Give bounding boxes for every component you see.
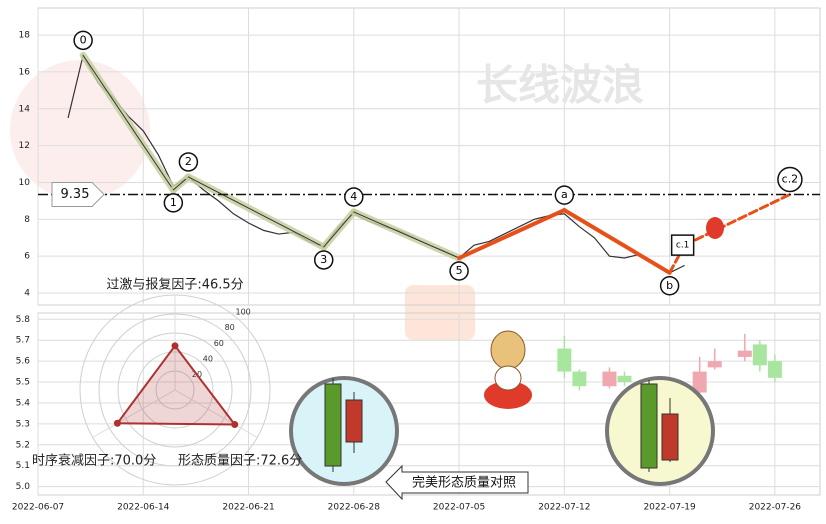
y-tick-label: 5.5 [16,378,30,388]
y-tick-label: 12 [19,141,30,151]
mascot-belly [494,365,522,391]
radar-point [171,342,179,350]
y-tick-label: 10 [19,178,31,188]
x-tick-label: 2022-06-21 [222,503,274,513]
wave-label: b [666,279,673,292]
x-tick-label: 2022-07-12 [538,503,590,513]
wave-marker [777,166,803,193]
ideal-body [324,383,342,467]
impulse-wave-core [323,211,355,248]
wave-label: 0 [80,33,87,46]
correction-wave [562,208,672,275]
radar-spoke [92,389,176,438]
ideal-circle [289,376,399,486]
arrow-box [385,464,529,501]
radar-tick-label: 100 [235,308,250,317]
candle-body [692,371,707,393]
mascot [484,217,724,409]
mascot-head [490,330,526,370]
candle-body [602,371,617,387]
level-label-box [51,181,105,207]
wave-marker [313,250,334,270]
logo-watermark [10,60,150,200]
actual-pattern [605,376,715,486]
radar-point [113,419,121,427]
y-tick-label: 8 [24,215,30,225]
x-tick-label: 2022-06-28 [328,503,381,513]
y-tick-label: 5.0 [16,482,31,492]
y-tick-label: 5.6 [16,357,31,367]
annotation: 完美形态质量对照 [412,476,516,491]
wave-marker [163,193,184,213]
mascot-small [706,217,724,239]
wave-marker [178,152,199,172]
y-tick-label: 5.7 [16,336,30,346]
wave-label: 4 [350,190,357,203]
wave-marker [670,234,695,256]
impulse-wave-core [82,54,174,191]
wave-label: 1 [170,196,177,209]
level-label: 9.35 [61,187,90,202]
y-tick-label: 16 [19,67,31,77]
correction-wave [457,208,567,261]
candle-body [752,344,767,366]
candle-body [767,361,782,378]
radar-label: 形态质量因子:72.6分 [178,454,302,469]
radar-tick-label: 60 [214,339,224,348]
y-tick-label: 5.1 [16,461,30,471]
wave-label: 5 [456,264,463,277]
wave-label: c.2 [782,172,799,185]
x-tick-label: 2022-07-19 [643,503,696,513]
wave-label: a [561,188,568,201]
mascot-body [484,381,532,409]
y-tick-label: 18 [19,31,31,41]
radar-point [231,420,239,428]
x-tick-label: 2022-06-07 [12,503,64,513]
x-tick-label: 2022-06-14 [117,503,170,513]
decoration [10,60,475,340]
annotation-arrow: 完美形态质量对照 [385,464,529,501]
radar-label: 时序衰减因子:70.0分 [32,453,156,469]
wave-label: 2 [185,155,192,168]
watermark: 长线波浪 [476,61,644,110]
radar-tick-label: 80 [225,323,235,332]
candle-body [617,375,632,383]
y-tick-label: 6 [24,252,30,262]
wave-marker [659,276,680,296]
y-tick-label: 14 [19,104,31,114]
wave-label: 3 [320,253,327,266]
ideal-body [345,399,363,443]
radar-tick-label: 40 [203,354,213,363]
actual-circle [605,376,715,486]
wave-marker [73,30,93,51]
y-tick-label: 5.3 [16,419,30,429]
y-tick-label: 5.8 [16,315,31,325]
y-tick-label: 5.4 [16,398,31,408]
impulse-wave-core [187,176,325,248]
candle-body [707,361,722,368]
impulse-wave-core [353,211,460,259]
x-tick-label: 2022-07-26 [749,503,802,513]
candle-body [557,348,572,372]
actual-body [640,383,658,469]
ideal-pattern [289,376,399,486]
candle-body [572,371,587,387]
wave-marker [449,261,469,281]
wave-marker [344,187,364,207]
wave-marker [554,185,575,205]
radar-label: 过激与报复因子:46.5分 [106,278,243,293]
radar-spoke [174,389,258,438]
y-tick-label: 4 [24,289,30,299]
projection-wave [683,192,792,247]
actual-body [661,413,679,461]
x-tick-label: 2022-07-05 [433,503,485,513]
wave-label: c.1 [676,241,690,251]
radar-area [115,344,237,426]
candle-body [737,350,752,357]
y-tick-label: 5.2 [16,440,30,450]
